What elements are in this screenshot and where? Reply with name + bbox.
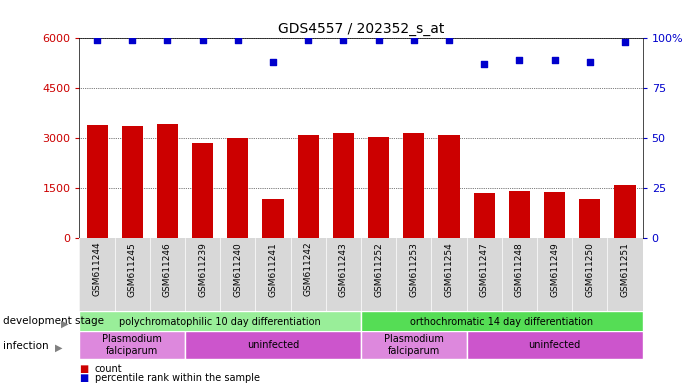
Point [91,37,102,43]
Text: Plasmodium
falciparum: Plasmodium falciparum [384,334,444,356]
Text: count: count [95,364,122,374]
Text: orthochromatic 14 day differentiation: orthochromatic 14 day differentiation [410,316,594,327]
Point [197,37,208,43]
Bar [361,331,466,359]
Text: infection: infection [3,341,49,351]
Point [338,37,349,43]
Text: GSM611248: GSM611248 [515,242,524,296]
Bar [263,199,283,238]
Bar [79,331,185,359]
Bar [473,193,495,238]
Point [232,37,243,43]
Point [408,37,419,43]
Text: ■: ■ [79,364,88,374]
Bar [192,143,214,238]
Bar [122,126,143,238]
Point [479,61,490,68]
Text: GSM611253: GSM611253 [409,242,418,297]
Text: GSM611242: GSM611242 [304,242,313,296]
Bar [614,185,636,238]
Bar [466,331,643,359]
Text: percentile rank within the sample: percentile rank within the sample [95,373,260,383]
Point [444,37,455,43]
Text: uninfected: uninfected [247,340,299,350]
Text: ▶: ▶ [61,319,68,329]
Bar [298,135,319,238]
Text: polychromatophilic 10 day differentiation: polychromatophilic 10 day differentiatio… [120,316,321,327]
Text: ■: ■ [79,373,88,383]
Point [514,57,525,63]
Text: GSM611240: GSM611240 [234,242,243,296]
Point [267,59,278,65]
Text: GSM611241: GSM611241 [269,242,278,296]
Bar [361,311,643,332]
Text: GSM611245: GSM611245 [128,242,137,296]
Point [162,37,173,43]
Text: ▶: ▶ [55,343,62,353]
Point [549,57,560,63]
Text: GSM611254: GSM611254 [444,242,453,296]
Bar [79,311,361,332]
Text: GSM611247: GSM611247 [480,242,489,296]
Text: development stage: development stage [3,316,104,326]
Text: GSM611249: GSM611249 [550,242,559,296]
Text: GSM611244: GSM611244 [93,242,102,296]
Text: Plasmodium
falciparum: Plasmodium falciparum [102,334,162,356]
Bar [157,124,178,238]
Title: GDS4557 / 202352_s_at: GDS4557 / 202352_s_at [278,22,444,36]
Text: GSM611239: GSM611239 [198,242,207,297]
Bar [227,138,248,238]
Bar [333,133,354,238]
Bar [579,199,600,238]
Bar [368,137,389,238]
Bar [185,331,361,359]
Bar [544,192,565,238]
Bar [86,125,108,238]
Point [303,37,314,43]
Point [373,37,384,43]
Point [126,37,138,43]
Text: GSM611246: GSM611246 [163,242,172,296]
Bar [404,133,424,238]
Text: GSM611252: GSM611252 [374,242,383,296]
Text: GSM611250: GSM611250 [585,242,594,297]
Point [585,59,596,65]
Bar [439,135,460,238]
Text: uninfected: uninfected [529,340,580,350]
Text: GSM611251: GSM611251 [621,242,630,297]
Bar [509,192,530,238]
Point [620,39,631,45]
Text: GSM611243: GSM611243 [339,242,348,296]
